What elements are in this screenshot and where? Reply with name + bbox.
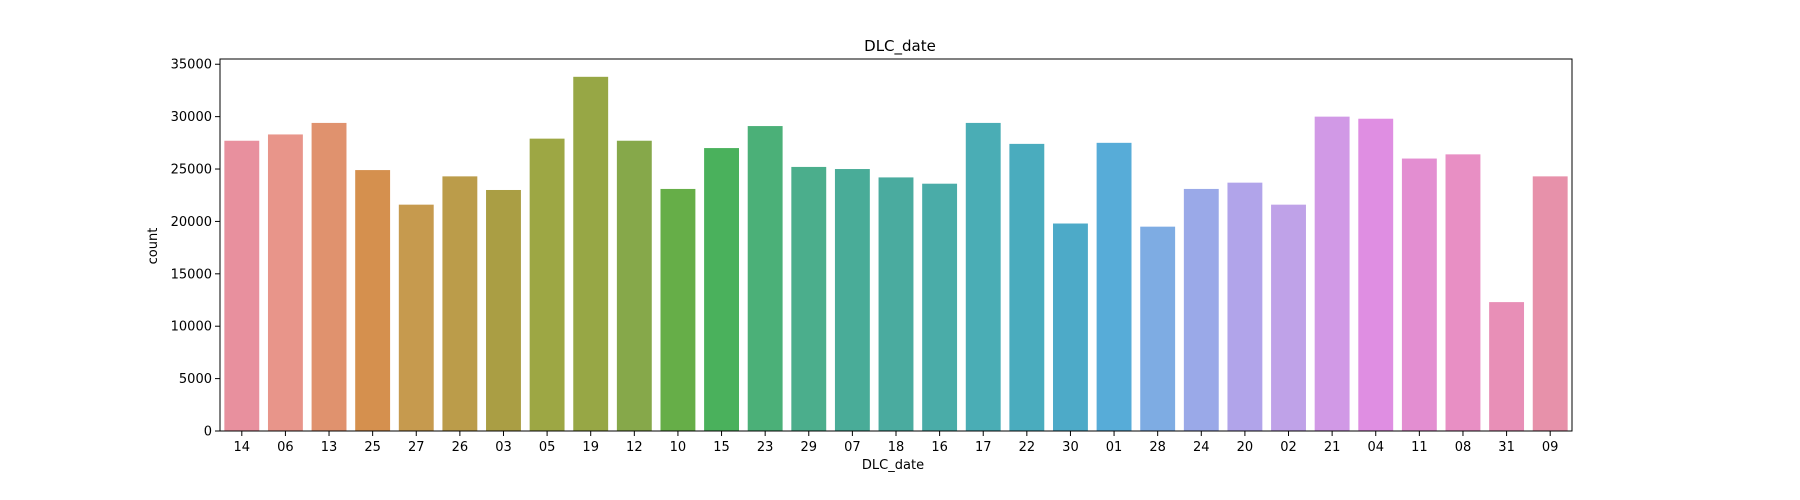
bar-01 <box>1096 142 1132 431</box>
bar-09 <box>1532 176 1568 431</box>
x-tick-label: 09 <box>1542 440 1559 455</box>
x-tick-label: 14 <box>234 440 251 455</box>
bar-10 <box>660 188 696 431</box>
bar-05 <box>529 138 565 431</box>
bar-11 <box>1401 158 1437 431</box>
bar-16 <box>922 183 958 431</box>
x-tick-label: 04 <box>1367 440 1384 455</box>
x-tick-label: 07 <box>844 440 861 455</box>
bar-14 <box>224 140 260 431</box>
bar-23 <box>747 126 783 431</box>
x-tick-label: 13 <box>321 440 338 455</box>
x-axis-ticks: 14 06 13 25 27 26 03 05 19 12 10 15 23 29 07 18 16 17 22 30… <box>234 431 1559 455</box>
chart-title: DLC_date <box>864 37 936 56</box>
bar-31 <box>1489 302 1525 431</box>
bar-30 <box>1053 223 1088 431</box>
y-tick-label: 20000 <box>171 215 212 230</box>
bar-17 <box>965 122 1001 431</box>
x-tick-label: 08 <box>1455 440 1472 455</box>
bar-27 <box>398 204 434 431</box>
x-tick-label: 25 <box>364 440 381 455</box>
x-tick-label: 30 <box>1062 440 1079 455</box>
x-tick-label: 06 <box>277 440 294 455</box>
x-tick-label: 17 <box>975 440 992 455</box>
bar-02 <box>1271 204 1306 431</box>
x-tick-label: 05 <box>539 440 556 455</box>
x-tick-label: 12 <box>626 440 643 455</box>
x-tick-label: 27 <box>408 440 425 455</box>
x-tick-label: 31 <box>1498 440 1515 455</box>
x-tick-label: 15 <box>713 440 730 455</box>
y-tick-label: 25000 <box>171 163 212 178</box>
x-tick-label: 16 <box>931 440 948 455</box>
bar-03 <box>486 189 521 431</box>
x-tick-label: 11 <box>1411 440 1428 455</box>
bar-25 <box>355 170 391 431</box>
x-tick-label: 20 <box>1237 440 1254 455</box>
bar-13 <box>311 122 347 431</box>
bar-20 <box>1227 182 1263 431</box>
bar-24 <box>1183 188 1219 431</box>
x-axis-label: DLC_date <box>862 458 924 473</box>
y-axis-ticks: 0 5000 10000 15000 20000 25000 30000 35000 <box>171 58 220 440</box>
x-tick-label: 21 <box>1324 440 1341 455</box>
y-tick-label: 35000 <box>171 58 212 73</box>
y-tick-label: 10000 <box>171 320 212 335</box>
x-tick-label: 26 <box>452 440 469 455</box>
x-tick-label: 22 <box>1019 440 1036 455</box>
x-tick-label: 18 <box>888 440 905 455</box>
x-tick-label: 02 <box>1280 440 1297 455</box>
y-axis-label: count <box>146 228 161 265</box>
bar-18 <box>878 177 914 431</box>
bar-28 <box>1140 226 1176 431</box>
y-tick-label: 0 <box>204 425 212 440</box>
y-tick-label: 30000 <box>171 110 212 125</box>
bar-15 <box>704 148 739 431</box>
bar-29 <box>791 166 827 432</box>
bar-22 <box>1009 143 1045 431</box>
bar-08 <box>1445 154 1481 432</box>
bar-06 <box>267 134 303 432</box>
bar-12 <box>616 140 652 431</box>
bar-21 <box>1314 116 1350 432</box>
bar-04 <box>1358 118 1394 431</box>
x-tick-label: 28 <box>1149 440 1166 455</box>
x-tick-label: 01 <box>1106 440 1123 455</box>
x-tick-label: 24 <box>1193 440 1210 455</box>
x-tick-label: 03 <box>495 440 512 455</box>
bar-07 <box>834 169 870 431</box>
x-tick-label: 10 <box>670 440 687 455</box>
y-tick-label: 5000 <box>179 372 212 387</box>
plot-frame <box>219 58 1573 432</box>
bar-26 <box>442 176 478 431</box>
bar-19 <box>573 76 609 431</box>
y-tick-label: 15000 <box>171 267 212 282</box>
x-tick-label: 29 <box>801 440 818 455</box>
bars-group <box>224 76 1568 432</box>
x-tick-label: 19 <box>582 440 599 455</box>
x-tick-label: 23 <box>757 440 774 455</box>
